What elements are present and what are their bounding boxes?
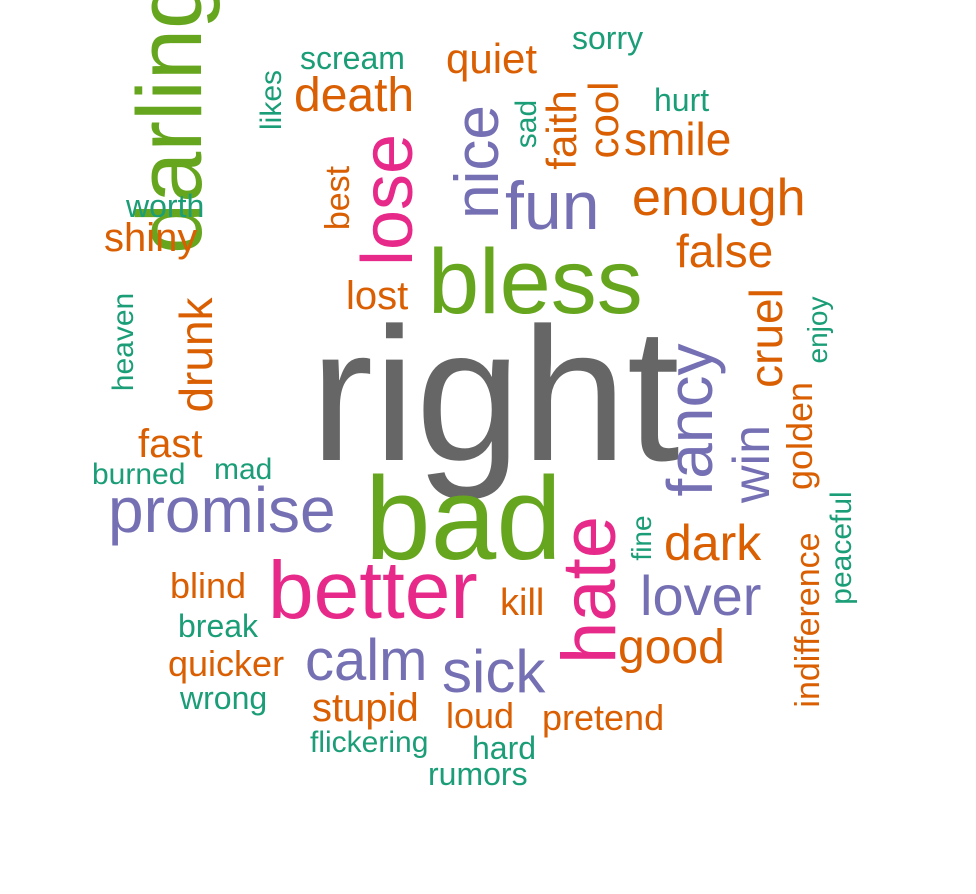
word-rumors: rumors — [428, 756, 528, 792]
word-false: false — [676, 225, 774, 277]
word-mad: mad — [214, 453, 273, 486]
word-right: right — [310, 289, 680, 501]
word-death: death — [294, 69, 415, 122]
word-dark: dark — [664, 515, 762, 571]
word-shiny: shiny — [104, 216, 198, 260]
word-loud: loud — [446, 695, 515, 736]
word-flickering: flickering — [310, 726, 429, 759]
word-burned: burned — [92, 458, 186, 491]
word-best: best — [319, 165, 357, 231]
word-promise: promise — [108, 474, 336, 546]
word-nice: nice — [443, 105, 512, 219]
word-stupid: stupid — [312, 686, 419, 730]
word-wrong: wrong — [180, 680, 268, 716]
word-smile: smile — [624, 113, 732, 165]
word-sad: sad — [510, 99, 543, 149]
word-fine: fine — [626, 515, 657, 561]
word-scream: scream — [300, 40, 405, 76]
word-lost: lost — [346, 274, 409, 318]
word-fun: fun — [505, 168, 600, 244]
word-sorry: sorry — [572, 20, 644, 56]
word-cool: cool — [580, 81, 627, 159]
word-drunk: drunk — [170, 297, 222, 413]
word-golden: golden — [779, 381, 820, 491]
word-better: better — [268, 545, 478, 636]
word-bless: bless — [428, 231, 643, 333]
word-sick: sick — [442, 638, 546, 705]
word-likes: likes — [255, 69, 288, 131]
word-quiet: quiet — [446, 35, 538, 82]
word-hate: hate — [547, 516, 632, 664]
word-peaceful: peaceful — [825, 491, 858, 605]
word-heaven: heaven — [107, 292, 140, 392]
word-kill: kill — [500, 582, 545, 624]
word-fancy: fancy — [654, 343, 726, 497]
word-break: break — [178, 608, 259, 644]
word-worth: worth — [126, 188, 205, 224]
word-win: win — [723, 424, 781, 504]
word-fast: fast — [138, 422, 203, 466]
word-quicker: quicker — [168, 643, 285, 684]
word-bad: bad — [365, 453, 562, 585]
word-hurt: hurt — [654, 82, 710, 118]
word-pretend: pretend — [542, 697, 665, 738]
word-indifference: indifference — [789, 532, 827, 708]
word-calm: calm — [305, 628, 428, 693]
word-enjoy: enjoy — [802, 296, 833, 364]
word-faith: faith — [538, 90, 585, 170]
word-hard: hard — [472, 730, 537, 766]
word-enough: enough — [632, 169, 806, 227]
word-cruel: cruel — [740, 288, 792, 388]
word-lose: lose — [348, 133, 428, 267]
word-blind: blind — [170, 565, 247, 606]
word-lover: lover — [640, 564, 762, 627]
word-good: good — [618, 621, 725, 674]
